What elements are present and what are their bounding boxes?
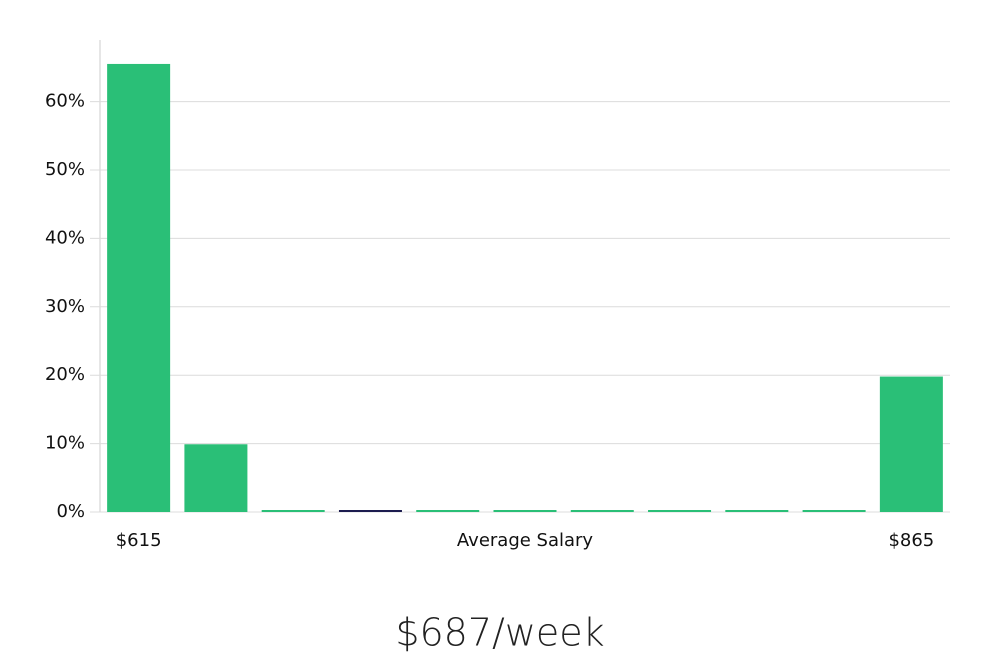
x-axis-label: Average Salary xyxy=(457,530,594,551)
bar xyxy=(879,376,943,512)
bar xyxy=(107,63,171,513)
bar xyxy=(725,510,789,512)
y-tick-label: 10% xyxy=(45,433,85,454)
bar xyxy=(338,510,402,512)
bar xyxy=(261,510,325,512)
bar xyxy=(416,510,480,512)
average-salary: $687/week xyxy=(395,611,604,655)
bar xyxy=(570,510,634,512)
y-tick-label: 20% xyxy=(45,364,85,385)
bar xyxy=(802,510,866,512)
y-tick-label: 0% xyxy=(56,501,85,522)
y-tick-label: 40% xyxy=(45,227,85,248)
y-tick-label: 50% xyxy=(45,159,85,180)
y-tick-label: 30% xyxy=(45,296,85,317)
x-tick-label: $615 xyxy=(116,530,162,551)
bar xyxy=(493,510,557,512)
y-tick-label: 60% xyxy=(45,91,85,112)
x-tick-label: $865 xyxy=(888,530,934,551)
bar xyxy=(648,510,712,512)
bar xyxy=(184,444,248,512)
